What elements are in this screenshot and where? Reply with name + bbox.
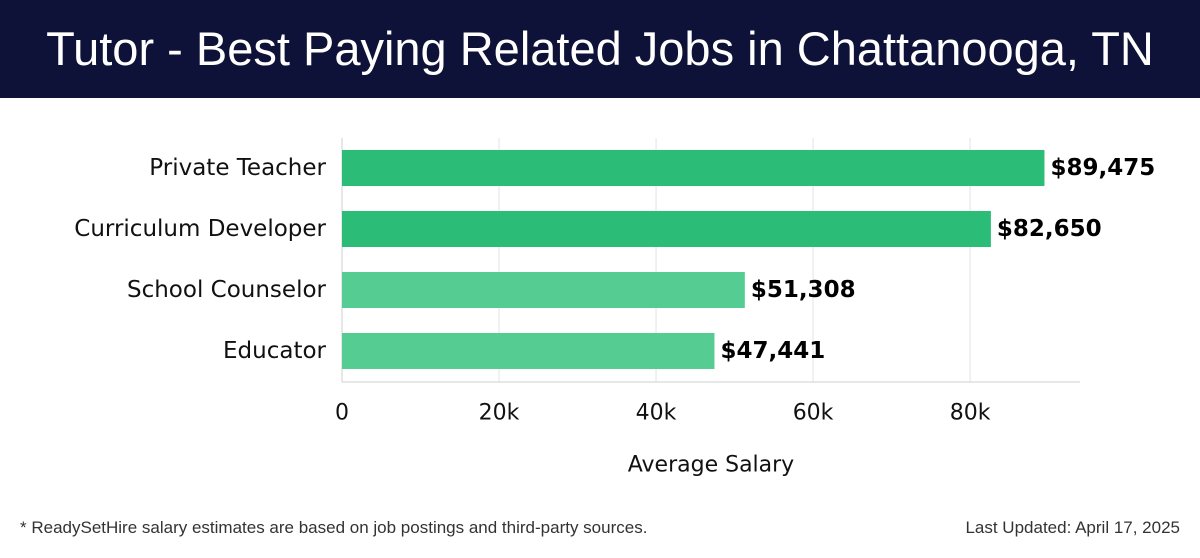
category-label: Private Teacher xyxy=(149,155,326,181)
x-tick-label: 60k xyxy=(793,401,834,426)
x-axis-label: Average Salary xyxy=(628,453,794,478)
bar xyxy=(342,272,745,308)
bar xyxy=(342,150,1045,186)
data-label: $51,308 xyxy=(751,277,856,303)
header-bar: Tutor - Best Paying Related Jobs in Chat… xyxy=(0,0,1200,98)
data-label: $82,650 xyxy=(997,216,1102,242)
category-label: School Counselor xyxy=(127,277,327,303)
footnote: * ReadySetHire salary estimates are base… xyxy=(20,518,648,537)
page-title: Tutor - Best Paying Related Jobs in Chat… xyxy=(46,22,1154,75)
last-updated: Last Updated: April 17, 2025 xyxy=(965,518,1180,537)
category-label: Curriculum Developer xyxy=(74,216,326,242)
x-tick-label: 80k xyxy=(950,401,991,426)
x-tick-label: 20k xyxy=(479,401,520,426)
x-tick-label: 40k xyxy=(636,401,677,426)
data-label: $89,475 xyxy=(1050,155,1155,181)
salary-bar-chart: Private Teacher $89,475 Curriculum Develop… xyxy=(74,138,1155,478)
bar xyxy=(342,333,715,369)
bar xyxy=(342,211,991,247)
data-label: $47,441 xyxy=(720,338,825,364)
category-label: Educator xyxy=(223,338,327,364)
x-tick-label: 0 xyxy=(335,401,349,426)
